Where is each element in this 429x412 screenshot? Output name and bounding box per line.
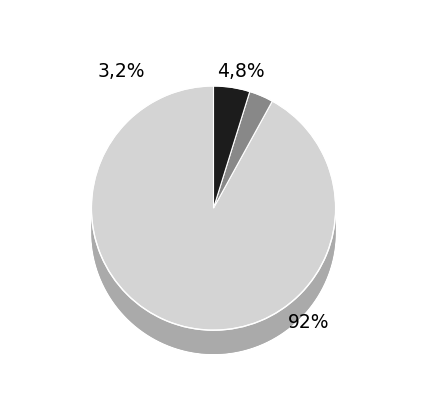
Text: 92%: 92%: [288, 313, 329, 332]
Text: 4,8%: 4,8%: [217, 62, 264, 81]
Wedge shape: [214, 91, 272, 208]
Wedge shape: [214, 86, 250, 208]
Polygon shape: [91, 208, 335, 354]
Polygon shape: [91, 208, 335, 354]
Wedge shape: [91, 86, 335, 330]
Text: 3,2%: 3,2%: [98, 62, 145, 81]
